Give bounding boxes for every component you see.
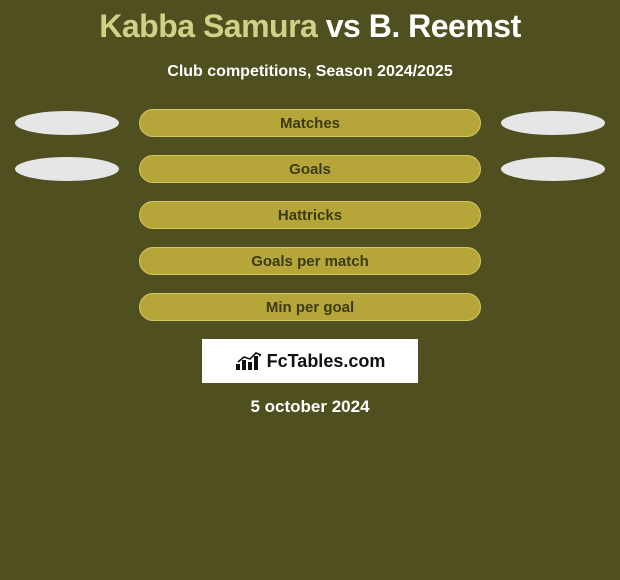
stat-row: Goals [0, 155, 620, 183]
subtitle: Club competitions, Season 2024/2025 [0, 63, 620, 81]
right-value-ellipse [501, 111, 605, 135]
logo-box: FcTables.com [202, 339, 418, 383]
page-title: Kabba Samura vs B. Reemst [0, 0, 620, 45]
stat-row: Min per goal [0, 293, 620, 321]
comparison-rows: Matches Goals Hattricks Goals per match Min … [0, 109, 620, 321]
stat-bar: Hattricks [139, 201, 481, 229]
stat-row: Matches [0, 109, 620, 137]
right-value-ellipse [501, 157, 605, 181]
chart-icon [235, 351, 263, 371]
player2-name: B. Reemst [369, 8, 521, 44]
stat-row: Hattricks [0, 201, 620, 229]
stat-bar: Goals [139, 155, 481, 183]
stat-row: Goals per match [0, 247, 620, 275]
stat-bar: Min per goal [139, 293, 481, 321]
stat-bar: Goals per match [139, 247, 481, 275]
date-text: 5 october 2024 [0, 397, 620, 417]
left-value-ellipse [15, 111, 119, 135]
logo-text: FcTables.com [267, 351, 386, 372]
stat-bar: Matches [139, 109, 481, 137]
left-value-ellipse [15, 157, 119, 181]
vs-text: vs [326, 8, 361, 44]
player1-name: Kabba Samura [99, 8, 317, 44]
